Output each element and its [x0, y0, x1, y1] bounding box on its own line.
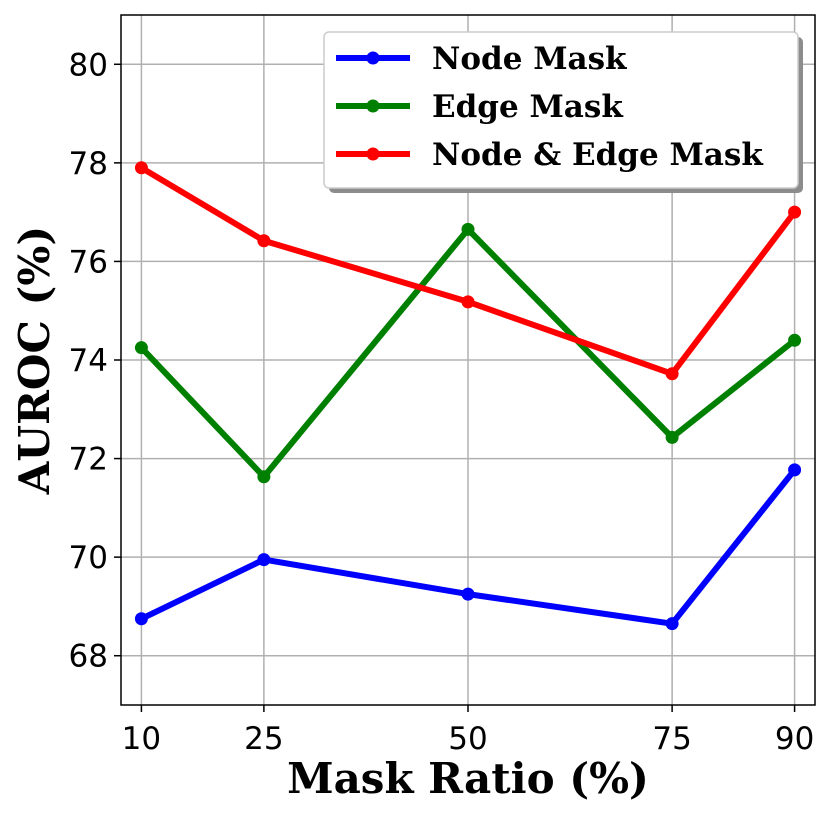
legend-label: Node & Edge Mask	[432, 137, 764, 173]
y-tick-label: 70	[69, 540, 108, 576]
data-point	[134, 341, 148, 355]
series-lines	[134, 161, 802, 631]
legend-marker	[366, 99, 380, 113]
x-tick-label: 25	[244, 721, 283, 757]
data-point	[257, 553, 271, 567]
x-tick-label: 50	[448, 721, 487, 757]
data-point	[788, 463, 802, 477]
axis-ticks: 10 25 50 75 90 68 70 72 74 76 78 80	[69, 47, 815, 757]
series-group	[134, 463, 802, 631]
data-point	[257, 470, 271, 484]
data-point	[788, 205, 802, 219]
data-point	[665, 367, 679, 381]
y-tick-label: 78	[69, 146, 108, 182]
y-tick-label: 80	[69, 47, 108, 83]
y-tick-label: 72	[69, 442, 108, 478]
data-point	[134, 612, 148, 626]
data-point	[134, 161, 148, 175]
y-tick-label: 68	[69, 639, 108, 675]
legend-marker	[366, 147, 380, 161]
legend-label: Edge Mask	[432, 89, 624, 125]
series-group	[134, 222, 802, 484]
data-point	[788, 333, 802, 347]
legend-box	[323, 31, 799, 189]
legend-label: Node Mask	[432, 41, 628, 77]
y-tick-label: 76	[69, 244, 108, 280]
x-tick-label: 10	[122, 721, 161, 757]
x-tick-label: 75	[652, 721, 691, 757]
data-point	[461, 587, 475, 601]
legend-marker	[366, 51, 380, 65]
x-tick-label: 90	[775, 721, 814, 757]
y-tick-label: 74	[69, 343, 108, 379]
y-axis-title: AUROC (%)	[10, 226, 59, 495]
data-point	[665, 430, 679, 444]
x-axis-title: Mask Ratio (%)	[287, 754, 649, 803]
data-point	[257, 234, 271, 248]
data-point	[461, 222, 475, 236]
legend: Node Mask Edge Mask Node & Edge Mask	[323, 31, 803, 193]
data-point	[461, 295, 475, 309]
data-point	[665, 617, 679, 631]
series-group	[134, 161, 802, 381]
